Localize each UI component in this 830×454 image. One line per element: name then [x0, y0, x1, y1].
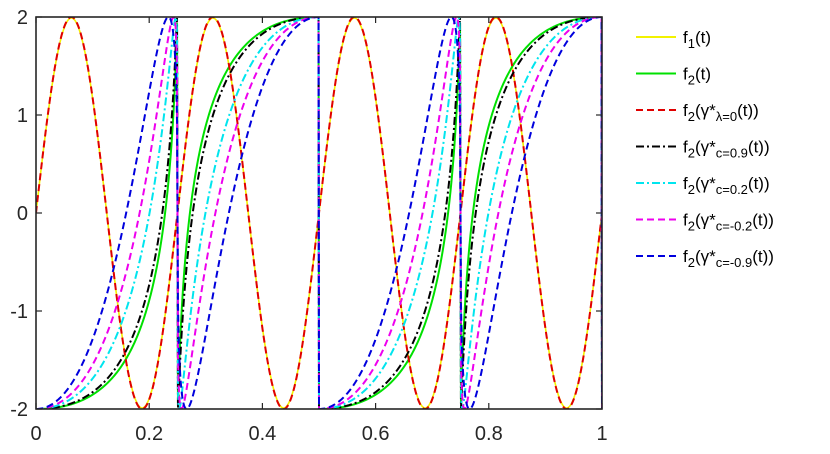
- legend-label: f2(γ*c=-0.9(t)): [683, 247, 774, 270]
- legend-label: f2(γ*c=0.2(t)): [683, 174, 770, 197]
- series-layer: [36, 17, 602, 409]
- legend: f1(t) f2(t) f2(γ*λ=0(t)) f2(γ*c=0.9(t)) f2(γ…: [636, 28, 774, 270]
- y-tick-label: 2: [17, 7, 28, 29]
- series-line-6: [36, 17, 602, 409]
- y-tick-label: 1: [17, 105, 28, 127]
- legend-label: f1(t): [683, 28, 711, 51]
- x-tick-label: 0.4: [248, 423, 276, 445]
- x-tick-label: 0.2: [135, 423, 163, 445]
- x-tick-label: 0: [30, 423, 41, 445]
- x-tick-label: 0.8: [475, 423, 503, 445]
- legend-label: f2(γ*λ=0(t)): [683, 101, 759, 124]
- legend-label: f2(γ*c=-0.2(t)): [683, 211, 774, 234]
- axes: 0 0.2 0.4 0.6 0.8 1 2 1 0 -1 -2: [10, 7, 607, 445]
- y-tick-label: 0: [17, 203, 28, 225]
- x-tick-label: 0.6: [362, 423, 390, 445]
- x-tick-label: 1: [596, 423, 607, 445]
- legend-label: f2(t): [683, 65, 711, 88]
- y-tick-label: -1: [10, 301, 28, 323]
- series-line-3: [36, 17, 602, 409]
- series-line-5: [36, 17, 602, 409]
- legend-label: f2(γ*c=0.9(t)): [683, 138, 770, 161]
- y-tick-label: -2: [10, 399, 28, 421]
- series-line-1: [36, 17, 602, 409]
